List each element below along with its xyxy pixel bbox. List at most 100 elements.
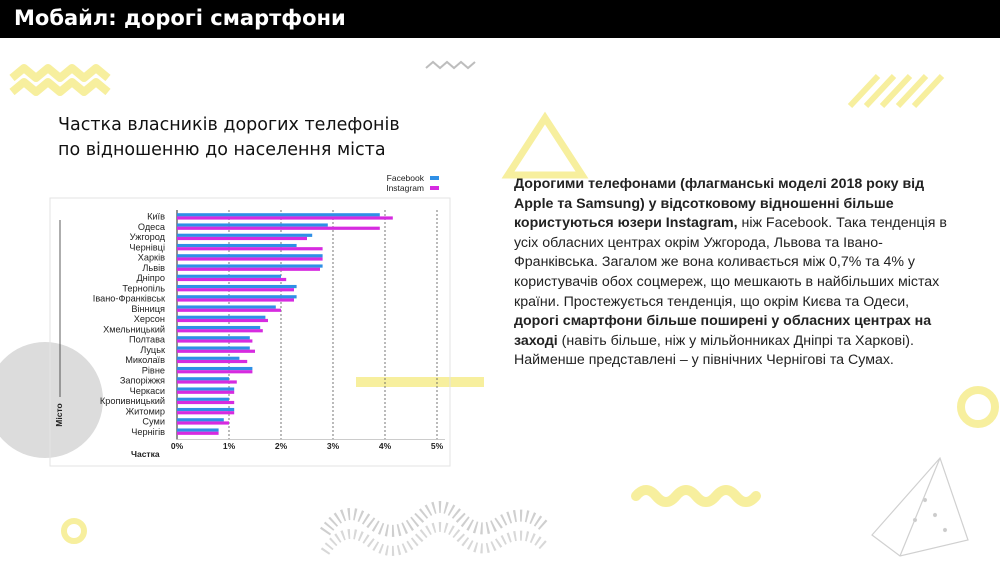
yellow-stripes-decor [847, 73, 945, 109]
bar-instagram [177, 370, 253, 374]
yellow-wave-decor [631, 485, 761, 507]
bar-instagram [177, 431, 219, 435]
category-label: Кропивницький [100, 396, 165, 406]
bar-facebook [177, 213, 380, 217]
yellow-zigzag-decor [9, 64, 111, 82]
bar-facebook [177, 387, 235, 391]
legend-label-instagram: Instagram [386, 183, 424, 193]
bar-facebook [177, 233, 313, 237]
bar-instagram [177, 257, 323, 261]
category-label: Чернівці [129, 242, 165, 252]
bar-instagram [177, 226, 380, 230]
category-label: Херсон [134, 314, 165, 324]
legend-swatch-instagram [430, 186, 439, 190]
bar-facebook [177, 305, 276, 309]
x-tick-label: 2% [275, 441, 288, 451]
category-label: Одеса [138, 222, 166, 232]
bar-instagram [177, 277, 287, 282]
chart-title-line-2: по відношенню до населення міста [58, 140, 386, 160]
yellow-small-ring-decor [61, 518, 87, 544]
category-label: Запоріжжя [120, 376, 165, 386]
description-bold-1: Дорогими телефонами (флагманські моделі … [514, 176, 925, 232]
x-tick-label: 5% [431, 441, 444, 451]
bar-facebook [177, 325, 261, 330]
yellow-ring-decor [957, 386, 999, 428]
chart-title-line-1: Частка власників дорогих телефонів [58, 115, 400, 135]
legend-label-facebook: Facebook [387, 173, 425, 183]
bar-facebook [177, 377, 229, 381]
bar-instagram [177, 359, 248, 364]
chart-title: Частка власників дорогих телефонів по ві… [58, 113, 438, 163]
x-tick-label: 3% [327, 441, 340, 451]
bar-facebook [177, 407, 235, 412]
bar-instagram [177, 308, 281, 312]
legend-swatch-facebook [430, 176, 439, 180]
bar-facebook [177, 346, 250, 350]
bar-instagram [177, 400, 235, 405]
bar-instagram [177, 390, 235, 394]
category-label: Черкаси [130, 386, 165, 396]
bar-facebook [177, 295, 297, 299]
wireframe-cube-decor [871, 456, 969, 557]
bar-instagram [177, 236, 307, 241]
x-tick-label: 4% [379, 441, 392, 451]
slide-header: Мобайл: дорогі смартфони [0, 0, 1000, 38]
category-label: Миколаїв [125, 355, 165, 365]
bar-instagram [177, 349, 255, 353]
bar-facebook [177, 428, 219, 432]
category-label: Тернопіль [122, 283, 165, 293]
bar-instagram [177, 288, 294, 292]
bar-instagram [177, 421, 229, 425]
bar-facebook [177, 243, 297, 248]
category-label: Житомир [126, 406, 165, 416]
category-label: Луцьк [140, 345, 166, 355]
bar-facebook [177, 366, 253, 371]
y-axis-title: Місто [54, 403, 64, 426]
bar-facebook [177, 315, 266, 319]
bar-instagram [177, 339, 253, 343]
bar-instagram [177, 267, 320, 271]
gray-circle-decor [0, 342, 103, 458]
chart-frame [49, 197, 451, 467]
description-bold-2: дорогі смартфони більше поширені у облас… [514, 313, 932, 349]
description-text-2: (навіть більше, ніж у мільйонниках Дніпр… [514, 332, 914, 369]
x-tick-label: 1% [223, 441, 236, 451]
category-label: Суми [142, 417, 165, 427]
bar-instagram [177, 411, 235, 415]
category-label: Ужгород [130, 232, 166, 242]
x-tick-label: 0% [171, 441, 184, 451]
bar-instagram [177, 318, 268, 323]
bar-facebook [177, 284, 297, 289]
bar-instagram [177, 329, 263, 333]
category-label: Харків [138, 253, 165, 263]
bar-instagram [177, 216, 393, 220]
category-label: Дніпро [136, 273, 165, 283]
x-axis-title: Частка [131, 449, 160, 459]
slide-title: Мобайл: дорогі смартфони [14, 6, 346, 30]
category-label: Чернігів [131, 427, 165, 437]
bar-facebook [177, 223, 328, 227]
bar-facebook [177, 254, 323, 258]
bar-facebook [177, 397, 229, 401]
bar-facebook [177, 274, 281, 278]
description-text-1: ніж Facebook. Така тенденція в усіх обла… [514, 215, 947, 310]
dotted-wave-decor [320, 501, 550, 537]
bar-instagram [177, 298, 294, 302]
bar-instagram [177, 247, 323, 251]
category-label: Полтава [129, 335, 166, 345]
bar-facebook [177, 356, 240, 360]
yellow-triangle-decor [501, 111, 589, 179]
category-label: Хмельницький [103, 324, 165, 334]
description-text: Дорогими телефонами (флагманські моделі … [514, 175, 954, 371]
category-label: Рівне [142, 365, 165, 375]
category-label: Вінниця [131, 304, 165, 314]
category-label: Івано-Франківськ [93, 294, 166, 304]
bar-facebook [177, 336, 250, 340]
bar-facebook [177, 264, 323, 268]
category-label: Київ [147, 212, 165, 222]
gray-zigzag-decor [425, 60, 476, 70]
yellow-bar-decor [356, 377, 484, 387]
bar-facebook [177, 418, 224, 422]
